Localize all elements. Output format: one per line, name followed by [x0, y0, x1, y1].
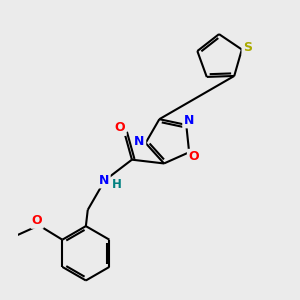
Text: O: O — [188, 150, 199, 163]
Text: N: N — [99, 174, 109, 187]
Text: O: O — [32, 214, 42, 227]
Text: H: H — [112, 178, 122, 191]
Text: O: O — [115, 122, 125, 134]
Text: S: S — [243, 41, 252, 54]
Text: N: N — [134, 135, 145, 148]
Text: N: N — [184, 114, 194, 127]
